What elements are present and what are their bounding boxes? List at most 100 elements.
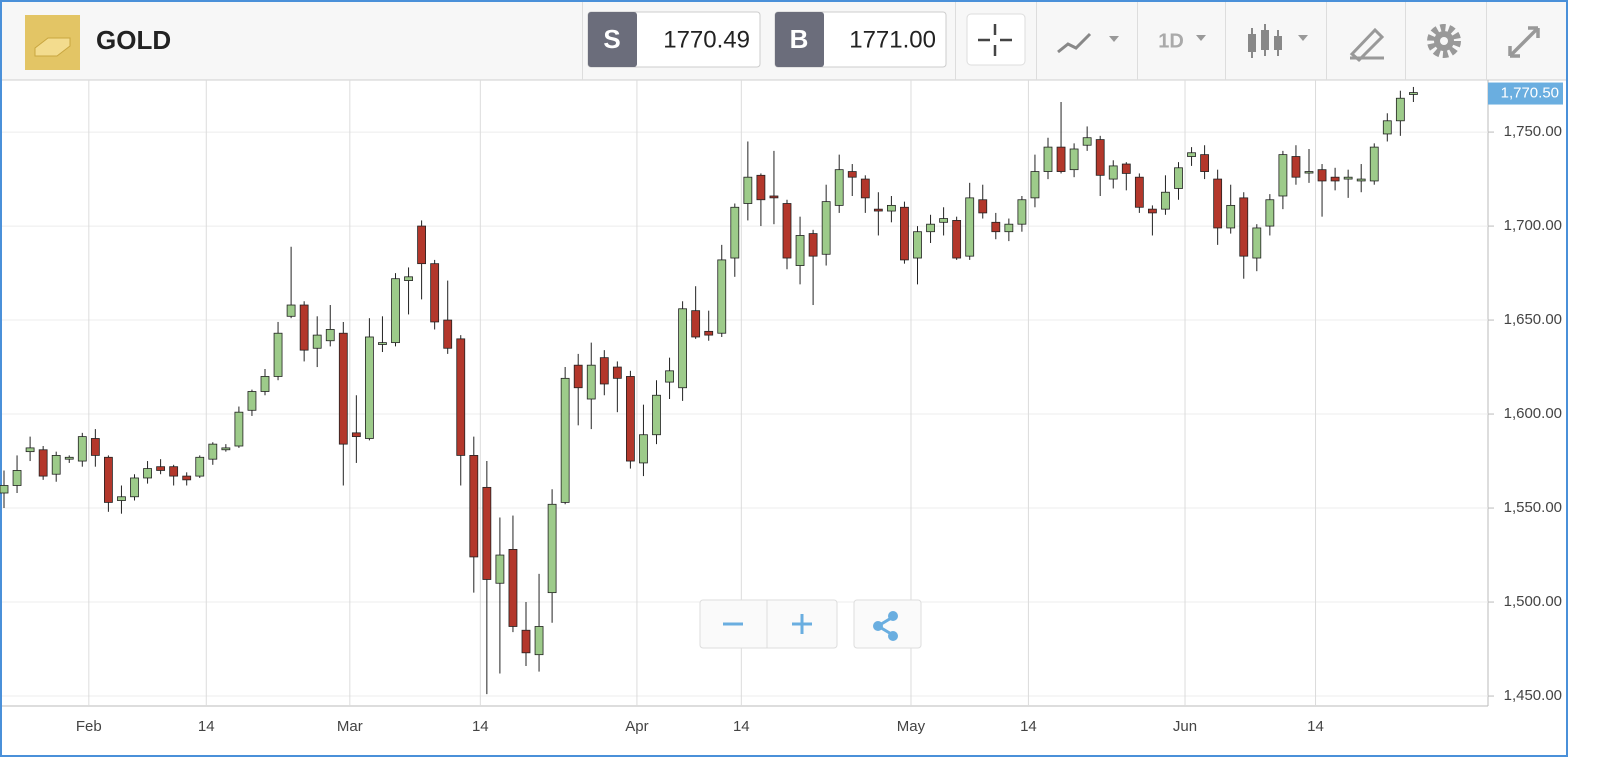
- candle-body: [234, 411, 244, 447]
- candle-body: [338, 332, 348, 445]
- separator: [1036, 2, 1037, 80]
- candles-icon-body[interactable]: [1261, 30, 1269, 50]
- separator: [1137, 2, 1138, 80]
- buy-price[interactable]: 1771.00: [849, 26, 936, 53]
- candle-body: [743, 176, 753, 204]
- candle-body: [1304, 171, 1314, 174]
- period-label[interactable]: 1D: [1158, 30, 1184, 52]
- candles-icon-body[interactable]: [1274, 36, 1282, 50]
- x-tick-label: 14: [1020, 718, 1037, 735]
- candle-body: [1265, 199, 1275, 227]
- candle-body: [286, 304, 296, 317]
- candle-body: [1291, 156, 1301, 178]
- separator: [955, 2, 956, 80]
- candle-body: [351, 432, 361, 438]
- candle-body: [1004, 223, 1014, 233]
- sell-button[interactable]: S 1770.49: [587, 11, 761, 68]
- sell-tag[interactable]: [588, 12, 637, 67]
- candle-body: [717, 259, 727, 334]
- y-tick-label: 1,500.00: [1504, 593, 1562, 610]
- share-icon[interactable]: [888, 611, 898, 621]
- candle-body: [1134, 176, 1144, 208]
- candle-body: [182, 475, 192, 481]
- candle-body: [260, 376, 270, 392]
- y-tick-label: 1,600.00: [1504, 405, 1562, 422]
- candle-body: [678, 308, 687, 389]
- candle-body: [247, 391, 257, 411]
- candle-body: [1082, 137, 1092, 146]
- candle-body: [77, 436, 87, 462]
- share-button[interactable]: [873, 611, 898, 641]
- zoom-controls: [699, 599, 922, 649]
- share-icon[interactable]: [873, 621, 883, 631]
- fullscreen-button[interactable]: [1508, 26, 1540, 58]
- candle-body: [1161, 191, 1170, 210]
- candle-body: [599, 357, 609, 385]
- chart-style-button[interactable]: [1057, 32, 1119, 54]
- y-tick-label: 1,700.00: [1504, 217, 1562, 234]
- candle-body: [665, 370, 674, 383]
- candle-body: [639, 434, 648, 464]
- candle-body: [378, 342, 387, 345]
- candle-body: [730, 206, 740, 259]
- candle-type-button[interactable]: [1248, 24, 1308, 58]
- frame: [0, 0, 1568, 757]
- y-tick-label: 1,550.00: [1504, 499, 1562, 516]
- candle-body: [1278, 154, 1288, 197]
- y-tick-label: 1,750.00: [1504, 123, 1562, 140]
- candle-body: [586, 364, 596, 400]
- dropdown-arrow[interactable]: [1298, 35, 1308, 41]
- candle-body: [1382, 120, 1392, 135]
- line-icon[interactable]: [1057, 32, 1092, 54]
- x-tick-label: 14: [472, 718, 489, 735]
- candle-body: [221, 447, 231, 451]
- gear-teeth[interactable]: [1427, 24, 1461, 58]
- dropdown-arrow[interactable]: [1196, 35, 1206, 41]
- sell-label[interactable]: S: [603, 24, 620, 54]
- candle-body: [834, 169, 844, 206]
- candle-body: [612, 366, 622, 379]
- x-tick-label: 14: [733, 718, 750, 735]
- sell-price[interactable]: 1770.49: [663, 26, 750, 53]
- buy-tag[interactable]: [775, 12, 824, 67]
- candle-body: [1317, 169, 1327, 182]
- zoom-box: [699, 599, 838, 649]
- dropdown-arrow[interactable]: [1109, 36, 1119, 42]
- candle-body: [626, 376, 635, 462]
- candles-icon-body[interactable]: [1248, 34, 1256, 52]
- candle-body: [104, 456, 113, 503]
- zoom-in-button[interactable]: [792, 614, 812, 634]
- candle-body: [1043, 146, 1053, 172]
- separator: [582, 2, 583, 80]
- candle-body: [547, 503, 557, 594]
- share-icon[interactable]: [888, 631, 898, 641]
- gear-hole[interactable]: [1440, 37, 1448, 45]
- candle-body: [860, 178, 870, 199]
- separator: [1486, 2, 1487, 80]
- candle-body: [469, 455, 479, 558]
- candle-body: [1409, 92, 1418, 95]
- candle-body: [573, 364, 583, 389]
- candle-body: [873, 208, 883, 212]
- candle-body: [1213, 178, 1223, 229]
- settings-button[interactable]: [1427, 24, 1461, 58]
- candle-body: [1226, 204, 1236, 229]
- period-button[interactable]: 1D: [1158, 30, 1206, 52]
- buy-label[interactable]: B: [790, 24, 809, 54]
- candle-body: [143, 468, 152, 479]
- separator: [1405, 2, 1406, 80]
- crosshair-button[interactable]: [966, 13, 1026, 66]
- crosshair-box[interactable]: [966, 13, 1026, 66]
- candle-body: [560, 377, 570, 503]
- share-box[interactable]: [853, 599, 922, 649]
- draw-button[interactable]: [1349, 27, 1385, 63]
- candle-body: [795, 235, 805, 266]
- candle-body: [978, 199, 988, 214]
- candle-body: [391, 278, 400, 344]
- crosshair-icon[interactable]: [978, 24, 1012, 56]
- gold-bar-icon: [34, 37, 71, 57]
- candle-body: [51, 455, 61, 475]
- buy-button[interactable]: B 1771.00: [774, 11, 947, 68]
- candle-body: [1395, 97, 1405, 122]
